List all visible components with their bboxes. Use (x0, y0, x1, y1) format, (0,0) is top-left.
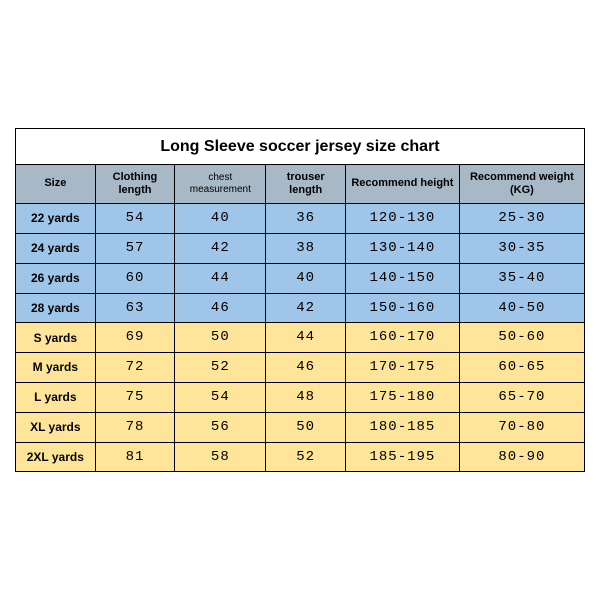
title-row: Long Sleeve soccer jersey size chart (16, 128, 585, 164)
value-cell: 175-180 (346, 382, 460, 412)
size-cell: XL yards (16, 412, 96, 442)
value-cell: 42 (266, 293, 346, 323)
table-row: 2XL yards815852185-19580-90 (16, 442, 585, 472)
table-title: Long Sleeve soccer jersey size chart (16, 128, 585, 164)
size-cell: 2XL yards (16, 442, 96, 472)
value-cell: 160-170 (346, 323, 460, 353)
column-header: chest measurement (175, 164, 266, 203)
value-cell: 70-80 (459, 412, 584, 442)
value-cell: 50-60 (459, 323, 584, 353)
value-cell: 75 (95, 382, 175, 412)
table: Long Sleeve soccer jersey size chart Siz… (15, 128, 585, 473)
size-cell: M yards (16, 353, 96, 383)
table-row: XL yards785650180-18570-80 (16, 412, 585, 442)
value-cell: 25-30 (459, 204, 584, 234)
value-cell: 69 (95, 323, 175, 353)
value-cell: 120-130 (346, 204, 460, 234)
value-cell: 40 (266, 263, 346, 293)
table-row: S yards695044160-17050-60 (16, 323, 585, 353)
table-row: M yards725246170-17560-65 (16, 353, 585, 383)
value-cell: 78 (95, 412, 175, 442)
column-header: Size (16, 164, 96, 203)
value-cell: 81 (95, 442, 175, 472)
value-cell: 60-65 (459, 353, 584, 383)
value-cell: 58 (175, 442, 266, 472)
value-cell: 46 (175, 293, 266, 323)
value-cell: 52 (266, 442, 346, 472)
value-cell: 170-175 (346, 353, 460, 383)
value-cell: 50 (175, 323, 266, 353)
value-cell: 54 (175, 382, 266, 412)
value-cell: 180-185 (346, 412, 460, 442)
column-header: trouser length (266, 164, 346, 203)
value-cell: 46 (266, 353, 346, 383)
value-cell: 42 (175, 233, 266, 263)
table-row: 22 yards544036120-13025-30 (16, 204, 585, 234)
value-cell: 65-70 (459, 382, 584, 412)
column-header: Recommend height (346, 164, 460, 203)
size-chart-table: Long Sleeve soccer jersey size chart Siz… (15, 128, 585, 473)
table-row: 28 yards634642150-16040-50 (16, 293, 585, 323)
header-row: SizeClothing lengthchest measurementtrou… (16, 164, 585, 203)
size-cell: L yards (16, 382, 96, 412)
value-cell: 57 (95, 233, 175, 263)
size-cell: 22 yards (16, 204, 96, 234)
table-body: 22 yards544036120-13025-3024 yards574238… (16, 204, 585, 472)
table-row: 26 yards604440140-15035-40 (16, 263, 585, 293)
value-cell: 150-160 (346, 293, 460, 323)
value-cell: 44 (175, 263, 266, 293)
column-header: Clothing length (95, 164, 175, 203)
value-cell: 56 (175, 412, 266, 442)
value-cell: 48 (266, 382, 346, 412)
value-cell: 140-150 (346, 263, 460, 293)
table-row: 24 yards574238130-14030-35 (16, 233, 585, 263)
value-cell: 185-195 (346, 442, 460, 472)
value-cell: 54 (95, 204, 175, 234)
value-cell: 50 (266, 412, 346, 442)
size-cell: S yards (16, 323, 96, 353)
value-cell: 35-40 (459, 263, 584, 293)
value-cell: 130-140 (346, 233, 460, 263)
table-row: L yards755448175-18065-70 (16, 382, 585, 412)
column-header: Recommend weight (KG) (459, 164, 584, 203)
size-cell: 28 yards (16, 293, 96, 323)
value-cell: 40 (175, 204, 266, 234)
value-cell: 63 (95, 293, 175, 323)
value-cell: 52 (175, 353, 266, 383)
value-cell: 36 (266, 204, 346, 234)
value-cell: 72 (95, 353, 175, 383)
value-cell: 44 (266, 323, 346, 353)
size-cell: 26 yards (16, 263, 96, 293)
value-cell: 40-50 (459, 293, 584, 323)
value-cell: 80-90 (459, 442, 584, 472)
value-cell: 30-35 (459, 233, 584, 263)
value-cell: 38 (266, 233, 346, 263)
size-cell: 24 yards (16, 233, 96, 263)
value-cell: 60 (95, 263, 175, 293)
